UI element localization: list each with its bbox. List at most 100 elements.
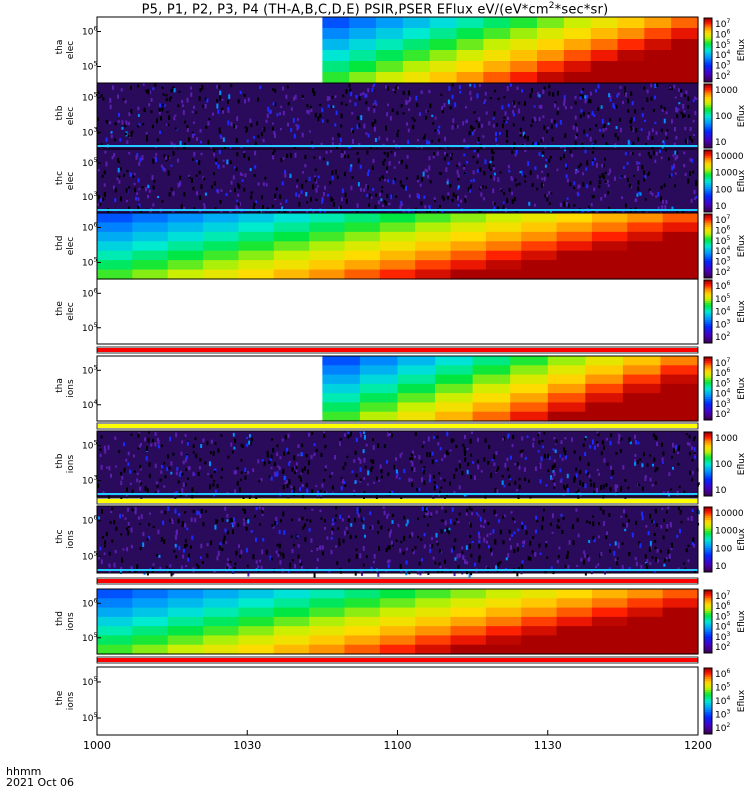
noise-speck	[400, 540, 403, 544]
noise-speck	[136, 472, 139, 476]
noise-speck	[628, 567, 631, 571]
noise-speck	[283, 451, 286, 456]
noise-speck	[127, 134, 130, 138]
noise-speck	[126, 487, 129, 492]
noise-speck	[188, 553, 191, 558]
noise-speck	[509, 477, 512, 480]
noise-speck	[117, 120, 120, 123]
noise-speck	[262, 182, 265, 187]
noise-speck	[388, 431, 391, 435]
noise-speck	[654, 481, 657, 485]
colorbar-segment	[704, 569, 712, 573]
noise-speck	[193, 151, 196, 157]
y-tick-label: 105	[82, 92, 97, 104]
colorbar-tick-exponent: 6	[726, 600, 730, 607]
noise-speck	[452, 118, 455, 123]
noise-speck	[446, 527, 449, 533]
noise-speck	[349, 99, 352, 103]
noise-speck	[111, 539, 114, 543]
y-tick-exponent: 6	[93, 515, 97, 522]
noise-speck	[423, 515, 426, 518]
colorbar-segment	[704, 369, 712, 373]
colorbar-title: Eflux	[737, 104, 747, 127]
spectrogram-cell	[203, 260, 240, 271]
noise-speck	[411, 117, 414, 120]
noise-speck	[553, 482, 556, 487]
noise-speck	[241, 173, 244, 177]
noise-speck	[510, 175, 513, 181]
spectrogram-cell	[359, 411, 399, 422]
spectrogram-cell	[379, 222, 416, 233]
spectrogram-cell	[521, 589, 558, 599]
noise-speck	[380, 525, 383, 530]
spectrogram-cell	[167, 250, 204, 261]
spectrogram-cell	[450, 607, 487, 618]
noise-speck	[550, 192, 553, 195]
noise-speck	[670, 87, 673, 90]
noise-speck	[357, 158, 360, 164]
noise-speck	[271, 204, 274, 208]
colorbar-segment	[704, 674, 712, 678]
colorbar-segment	[704, 324, 712, 327]
noise-speck	[478, 84, 481, 87]
noise-speck	[632, 141, 635, 146]
noise-speck	[216, 98, 219, 103]
noise-speck	[563, 144, 566, 150]
noise-speck	[138, 522, 141, 526]
noise-speck	[103, 445, 106, 451]
noise-speck	[159, 566, 162, 571]
noise-speck	[246, 564, 249, 568]
noise-speck	[413, 467, 416, 472]
y-label-probe: the	[55, 301, 65, 316]
noise-speck	[260, 477, 263, 482]
noise-speck	[108, 569, 111, 573]
colorbar-tick-base: 10	[715, 359, 727, 369]
noise-speck	[548, 202, 551, 205]
noise-speck	[454, 557, 457, 561]
noise-speck	[442, 519, 445, 523]
colorbar-segment	[704, 698, 712, 702]
noise-speck	[529, 540, 532, 546]
spectrogram-cell	[537, 17, 565, 29]
noise-speck	[170, 571, 173, 577]
noise-speck	[148, 103, 151, 107]
colorbar-segment	[704, 627, 712, 631]
noise-speck	[432, 155, 435, 159]
noise-speck	[532, 437, 535, 442]
colorbar-tick-base: 1000	[715, 434, 738, 444]
noise-speck	[138, 123, 141, 126]
noise-speck	[444, 529, 447, 532]
spectrogram-cell	[627, 241, 664, 252]
noise-speck	[690, 198, 693, 203]
noise-speck	[523, 467, 526, 472]
noise-speck	[372, 560, 375, 564]
noise-speck	[493, 172, 496, 176]
noise-speck	[683, 94, 686, 98]
noise-speck	[203, 203, 206, 206]
noise-speck	[622, 210, 625, 214]
colorbar-tick-base: 10	[715, 320, 727, 330]
noise-speck	[284, 476, 287, 481]
noise-speck	[456, 187, 459, 191]
noise-speck	[264, 176, 267, 180]
noise-speck	[281, 438, 284, 442]
colorbar-segment	[704, 263, 712, 266]
noise-speck	[354, 535, 357, 539]
spectrogram-cell	[132, 589, 169, 599]
noise-speck	[102, 536, 105, 539]
noise-speck	[547, 469, 550, 473]
y-tick-base: 10	[82, 366, 94, 376]
noise-speck	[226, 159, 229, 165]
noise-speck	[360, 517, 363, 522]
noise-speck	[306, 103, 309, 108]
noise-speck	[182, 554, 185, 559]
colorbar-tick-exponent: 4	[726, 621, 730, 628]
colorbar-tick-base: 10	[715, 486, 727, 496]
colorbar-segment	[704, 313, 712, 317]
noise-speck	[177, 104, 180, 108]
colorbar-segment	[704, 670, 712, 673]
noise-speck	[174, 127, 177, 130]
noise-speck	[135, 196, 138, 201]
spectrogram-cell	[590, 50, 619, 62]
colorbar-segment	[704, 20, 712, 23]
